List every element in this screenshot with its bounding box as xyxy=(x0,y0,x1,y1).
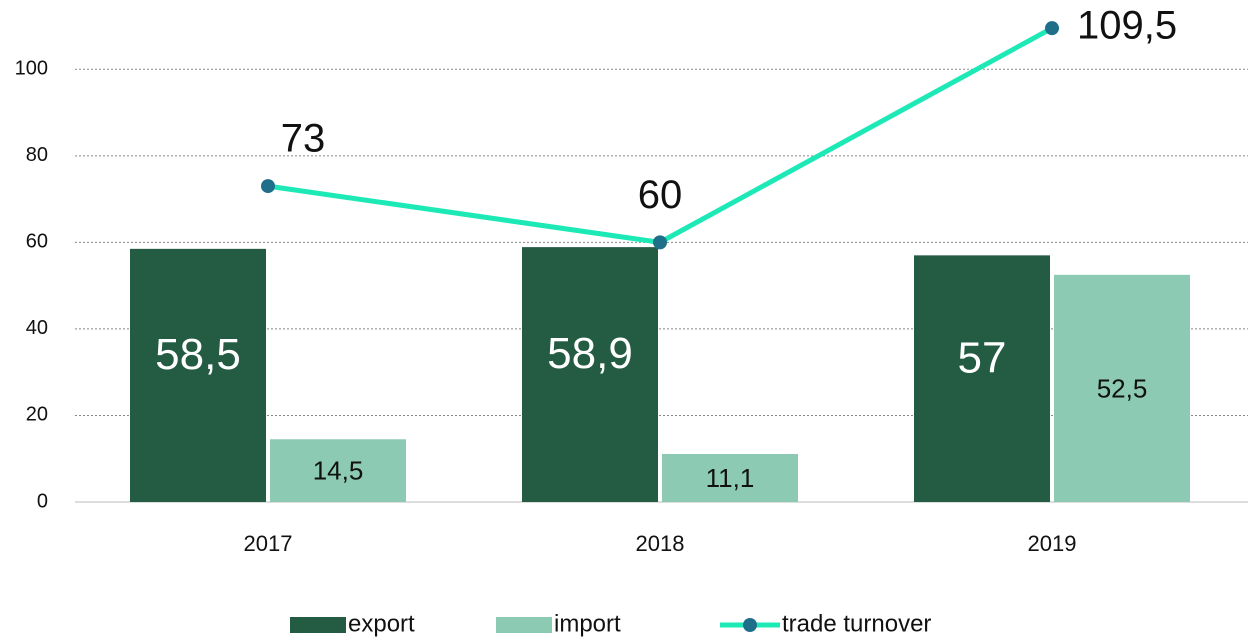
legend-swatch xyxy=(496,617,552,633)
legend-label: trade turnover xyxy=(782,610,931,637)
y-tick-label: 60 xyxy=(26,231,48,253)
data-label: 14,5 xyxy=(313,456,364,486)
y-tick-label: 100 xyxy=(15,58,48,80)
data-label: 52,5 xyxy=(1097,373,1148,403)
data-label: 57 xyxy=(958,333,1007,382)
bar xyxy=(130,248,266,502)
marker xyxy=(1045,21,1059,36)
data-label: 109,5 xyxy=(1077,4,1177,48)
bar xyxy=(1054,274,1190,502)
data-label: 60 xyxy=(638,173,683,217)
marker xyxy=(261,179,275,194)
legend-swatch xyxy=(290,617,346,633)
x-tick-label: 2018 xyxy=(636,531,685,556)
data-label: 58,5 xyxy=(155,330,241,379)
legend-label: export xyxy=(348,610,415,637)
x-tick-label: 2017 xyxy=(244,531,293,556)
x-tick-label: 2019 xyxy=(1028,531,1077,556)
bar xyxy=(270,439,406,502)
y-tick-label: 40 xyxy=(26,317,48,339)
marker xyxy=(653,235,667,250)
data-label: 11,1 xyxy=(706,463,755,493)
legend-marker xyxy=(743,618,757,632)
bar xyxy=(662,453,798,502)
data-label: 73 xyxy=(281,117,326,161)
bar xyxy=(522,247,658,502)
bar xyxy=(914,255,1050,502)
data-label: 58,9 xyxy=(547,329,633,378)
y-tick-label: 0 xyxy=(37,490,48,512)
legend-label: import xyxy=(554,610,621,637)
y-tick-label: 80 xyxy=(26,144,48,166)
y-tick-label: 20 xyxy=(26,404,48,426)
